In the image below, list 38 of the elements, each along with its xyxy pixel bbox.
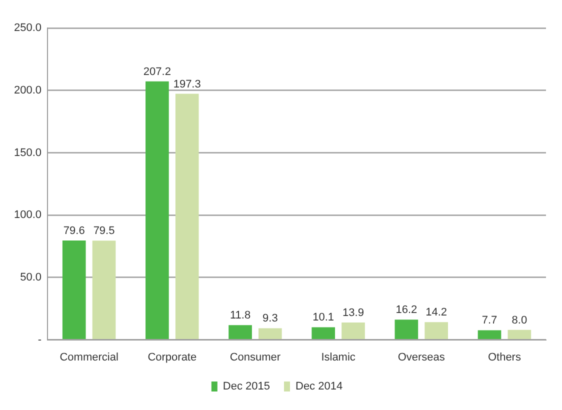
legend-label: Dec 2014: [296, 380, 343, 393]
x-tick-label: Overseas: [398, 351, 446, 364]
x-tick-label: Commercial: [60, 351, 118, 364]
y-tick-label: 150.0: [14, 146, 42, 159]
data-label: 14.2: [426, 306, 448, 319]
x-tick-label: Corporate: [148, 351, 197, 364]
x-tick-label: Islamic: [321, 351, 356, 364]
bar: [508, 330, 532, 340]
bar: [146, 81, 169, 340]
y-tick-label: 200.0: [14, 84, 42, 96]
data-label: 11.8: [230, 310, 251, 322]
bar: [478, 330, 502, 340]
bar: [424, 322, 448, 340]
bar: [258, 328, 282, 340]
data-label: 8.0: [512, 314, 528, 326]
bar: [342, 322, 365, 340]
y-tick-label: 50.0: [20, 271, 42, 284]
data-label: 79.5: [93, 225, 115, 238]
bar: [312, 327, 336, 340]
bar: [62, 240, 86, 340]
data-label: 13.9: [342, 306, 364, 319]
bar: [92, 240, 116, 340]
y-tick-label: 100.0: [14, 209, 42, 222]
bar: [175, 94, 199, 340]
x-tick-label: Consumer: [230, 351, 281, 364]
data-label: 197.3: [173, 78, 201, 90]
data-label: 10.1: [312, 312, 334, 324]
data-label: 79.6: [63, 225, 85, 238]
y-tick-label: -: [38, 334, 42, 346]
bar: [228, 325, 252, 340]
data-label: 9.3: [262, 312, 278, 325]
legend-label: Dec 2015: [222, 380, 270, 393]
data-label: 16.2: [396, 304, 418, 316]
x-tick-label: Others: [488, 351, 522, 364]
data-label: 7.7: [482, 314, 498, 327]
data-label: 207.2: [143, 66, 171, 78]
y-tick-label: 250.0: [14, 22, 42, 34]
bar: [394, 320, 418, 340]
